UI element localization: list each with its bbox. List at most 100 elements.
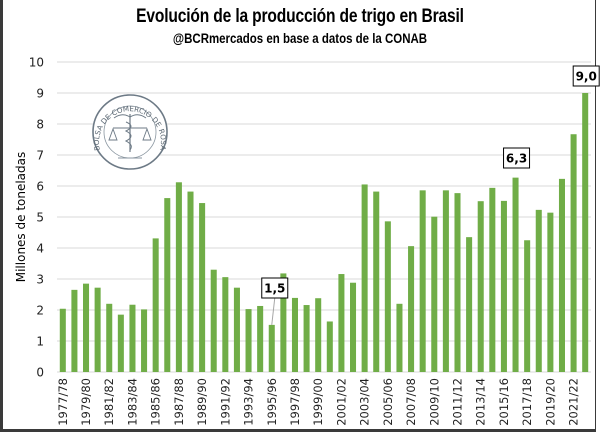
y-tick-label: 9 bbox=[36, 87, 44, 101]
bar-2018/19 bbox=[535, 209, 542, 372]
bar-1995/96 bbox=[268, 324, 275, 372]
bar-2003/04 bbox=[361, 184, 368, 372]
bar-2017/18 bbox=[524, 240, 531, 372]
bar-1981/82 bbox=[106, 303, 113, 372]
bar-1988/89 bbox=[187, 191, 194, 372]
bar-1978/79 bbox=[71, 289, 78, 372]
x-tick-label: 2013/14 bbox=[474, 378, 488, 426]
data-annotations: 1,5 6,3 9,0 bbox=[261, 65, 600, 325]
bar-1990/91 bbox=[210, 269, 217, 372]
x-tick-label: 1997/98 bbox=[288, 378, 302, 426]
x-axis-ticks: 1977/78 1979/80 1981/82 1983/84 1985/86 1987/… bbox=[56, 378, 581, 426]
data-label: 9,0 bbox=[576, 70, 597, 84]
annotation-box bbox=[261, 277, 289, 299]
x-tick-label: 2019/20 bbox=[543, 378, 557, 426]
bar-2013/14 bbox=[477, 201, 484, 372]
wings-icon bbox=[113, 114, 147, 119]
x-tick-label: 2003/04 bbox=[358, 378, 372, 426]
bar-2020/21 bbox=[558, 178, 565, 372]
y-tick-label: 5 bbox=[36, 211, 44, 225]
bar-1984/85 bbox=[141, 309, 148, 372]
x-tick-label: 1977/78 bbox=[56, 378, 70, 426]
y-tick-label: 6 bbox=[36, 180, 44, 194]
annotation-leader bbox=[271, 297, 276, 325]
bar-1977/78 bbox=[59, 308, 66, 372]
bar-1997/98 bbox=[291, 297, 298, 372]
x-tick-label: 1985/86 bbox=[149, 378, 163, 426]
bar-2005/06 bbox=[384, 221, 391, 372]
bar-1994/95 bbox=[257, 305, 264, 372]
y-tick-label: 1 bbox=[36, 335, 44, 349]
bar-2008/09 bbox=[419, 190, 426, 372]
x-tick-label: 2015/16 bbox=[497, 378, 511, 426]
bar-2019/20 bbox=[547, 212, 554, 372]
x-tick-label: 1991/92 bbox=[218, 378, 232, 426]
bar-1986/87 bbox=[164, 198, 171, 372]
x-tick-label: 1981/82 bbox=[102, 378, 116, 426]
bar-2010/11 bbox=[442, 190, 449, 372]
bar-1992/93 bbox=[233, 287, 240, 372]
x-tick-label: 1993/94 bbox=[242, 378, 256, 426]
bar-2016/17 bbox=[512, 177, 519, 372]
x-tick-label: 1987/88 bbox=[172, 378, 186, 426]
x-tick-label: 1983/84 bbox=[125, 378, 139, 426]
data-label: 1,5 bbox=[264, 282, 285, 296]
y-axis-label: Millones de toneladas bbox=[14, 152, 28, 283]
bar-1983/84 bbox=[129, 304, 136, 372]
x-tick-label: 2001/02 bbox=[334, 378, 348, 426]
bar-2007/08 bbox=[408, 246, 415, 372]
chart-subtitle: @BCRmercados en base a datos de la CONAB bbox=[172, 31, 428, 46]
x-tick-label: 2017/18 bbox=[520, 378, 534, 426]
bar-1999/00 bbox=[315, 298, 322, 372]
chart-title: Evolución de la producción de trigo en B… bbox=[136, 6, 464, 27]
y-tick-label: 4 bbox=[36, 242, 44, 256]
x-tick-label: 2011/12 bbox=[451, 378, 465, 426]
bar-2021/22 bbox=[570, 134, 577, 372]
bar-2011/12 bbox=[454, 193, 461, 372]
y-axis-ticks: 0 1 2 3 4 5 6 7 8 9 10 bbox=[29, 56, 44, 380]
scale-pans-icon bbox=[108, 127, 152, 141]
x-tick-label: 1999/00 bbox=[311, 378, 325, 426]
x-tick-label: 1995/96 bbox=[265, 378, 279, 426]
y-tick-label: 10 bbox=[29, 56, 44, 70]
bar-1985/86 bbox=[152, 238, 159, 372]
bars bbox=[59, 93, 589, 372]
x-tick-label: 2005/06 bbox=[381, 378, 395, 426]
y-tick-label: 3 bbox=[36, 273, 44, 287]
bar-1987/88 bbox=[175, 182, 182, 372]
x-tick-label: 2007/08 bbox=[404, 378, 418, 426]
bar-1980/81 bbox=[94, 287, 101, 372]
bcr-logo-watermark: BOLSA DE COMERCIO DE ROSARIO bbox=[0, 0, 168, 170]
bar-2001/02 bbox=[338, 274, 345, 372]
bar-2014/15 bbox=[489, 187, 496, 372]
bar-2022/23 bbox=[582, 93, 589, 372]
bar-1998/99 bbox=[303, 305, 310, 372]
bar-2004/05 bbox=[373, 191, 380, 372]
bar-1979/80 bbox=[83, 283, 90, 372]
bar-2006/07 bbox=[396, 303, 403, 372]
bar-2009/10 bbox=[431, 216, 438, 372]
annotation-box bbox=[572, 65, 600, 87]
x-tick-label: 2021/22 bbox=[567, 378, 581, 426]
bar-2002/03 bbox=[350, 282, 357, 372]
y-tick-label: 0 bbox=[36, 366, 44, 380]
data-label: 6,3 bbox=[506, 152, 527, 166]
bar-2012/13 bbox=[466, 237, 473, 372]
serpent-icon bbox=[124, 121, 132, 151]
bar-2000/01 bbox=[326, 321, 333, 372]
bar-1982/83 bbox=[117, 314, 124, 372]
bar-1991/92 bbox=[222, 277, 229, 372]
bar-1993/94 bbox=[245, 309, 252, 372]
y-tick-label: 8 bbox=[36, 118, 44, 132]
bar-1996/97 bbox=[280, 273, 287, 372]
x-tick-label: 2009/10 bbox=[427, 378, 441, 426]
bar-1989/90 bbox=[199, 203, 206, 372]
x-tick-label: 1979/80 bbox=[79, 378, 93, 426]
annotation-box bbox=[503, 147, 531, 169]
bar-2015/16 bbox=[500, 200, 507, 372]
x-tick-label: 1989/90 bbox=[195, 378, 209, 426]
y-tick-label: 2 bbox=[36, 304, 44, 318]
y-tick-label: 7 bbox=[36, 149, 44, 163]
